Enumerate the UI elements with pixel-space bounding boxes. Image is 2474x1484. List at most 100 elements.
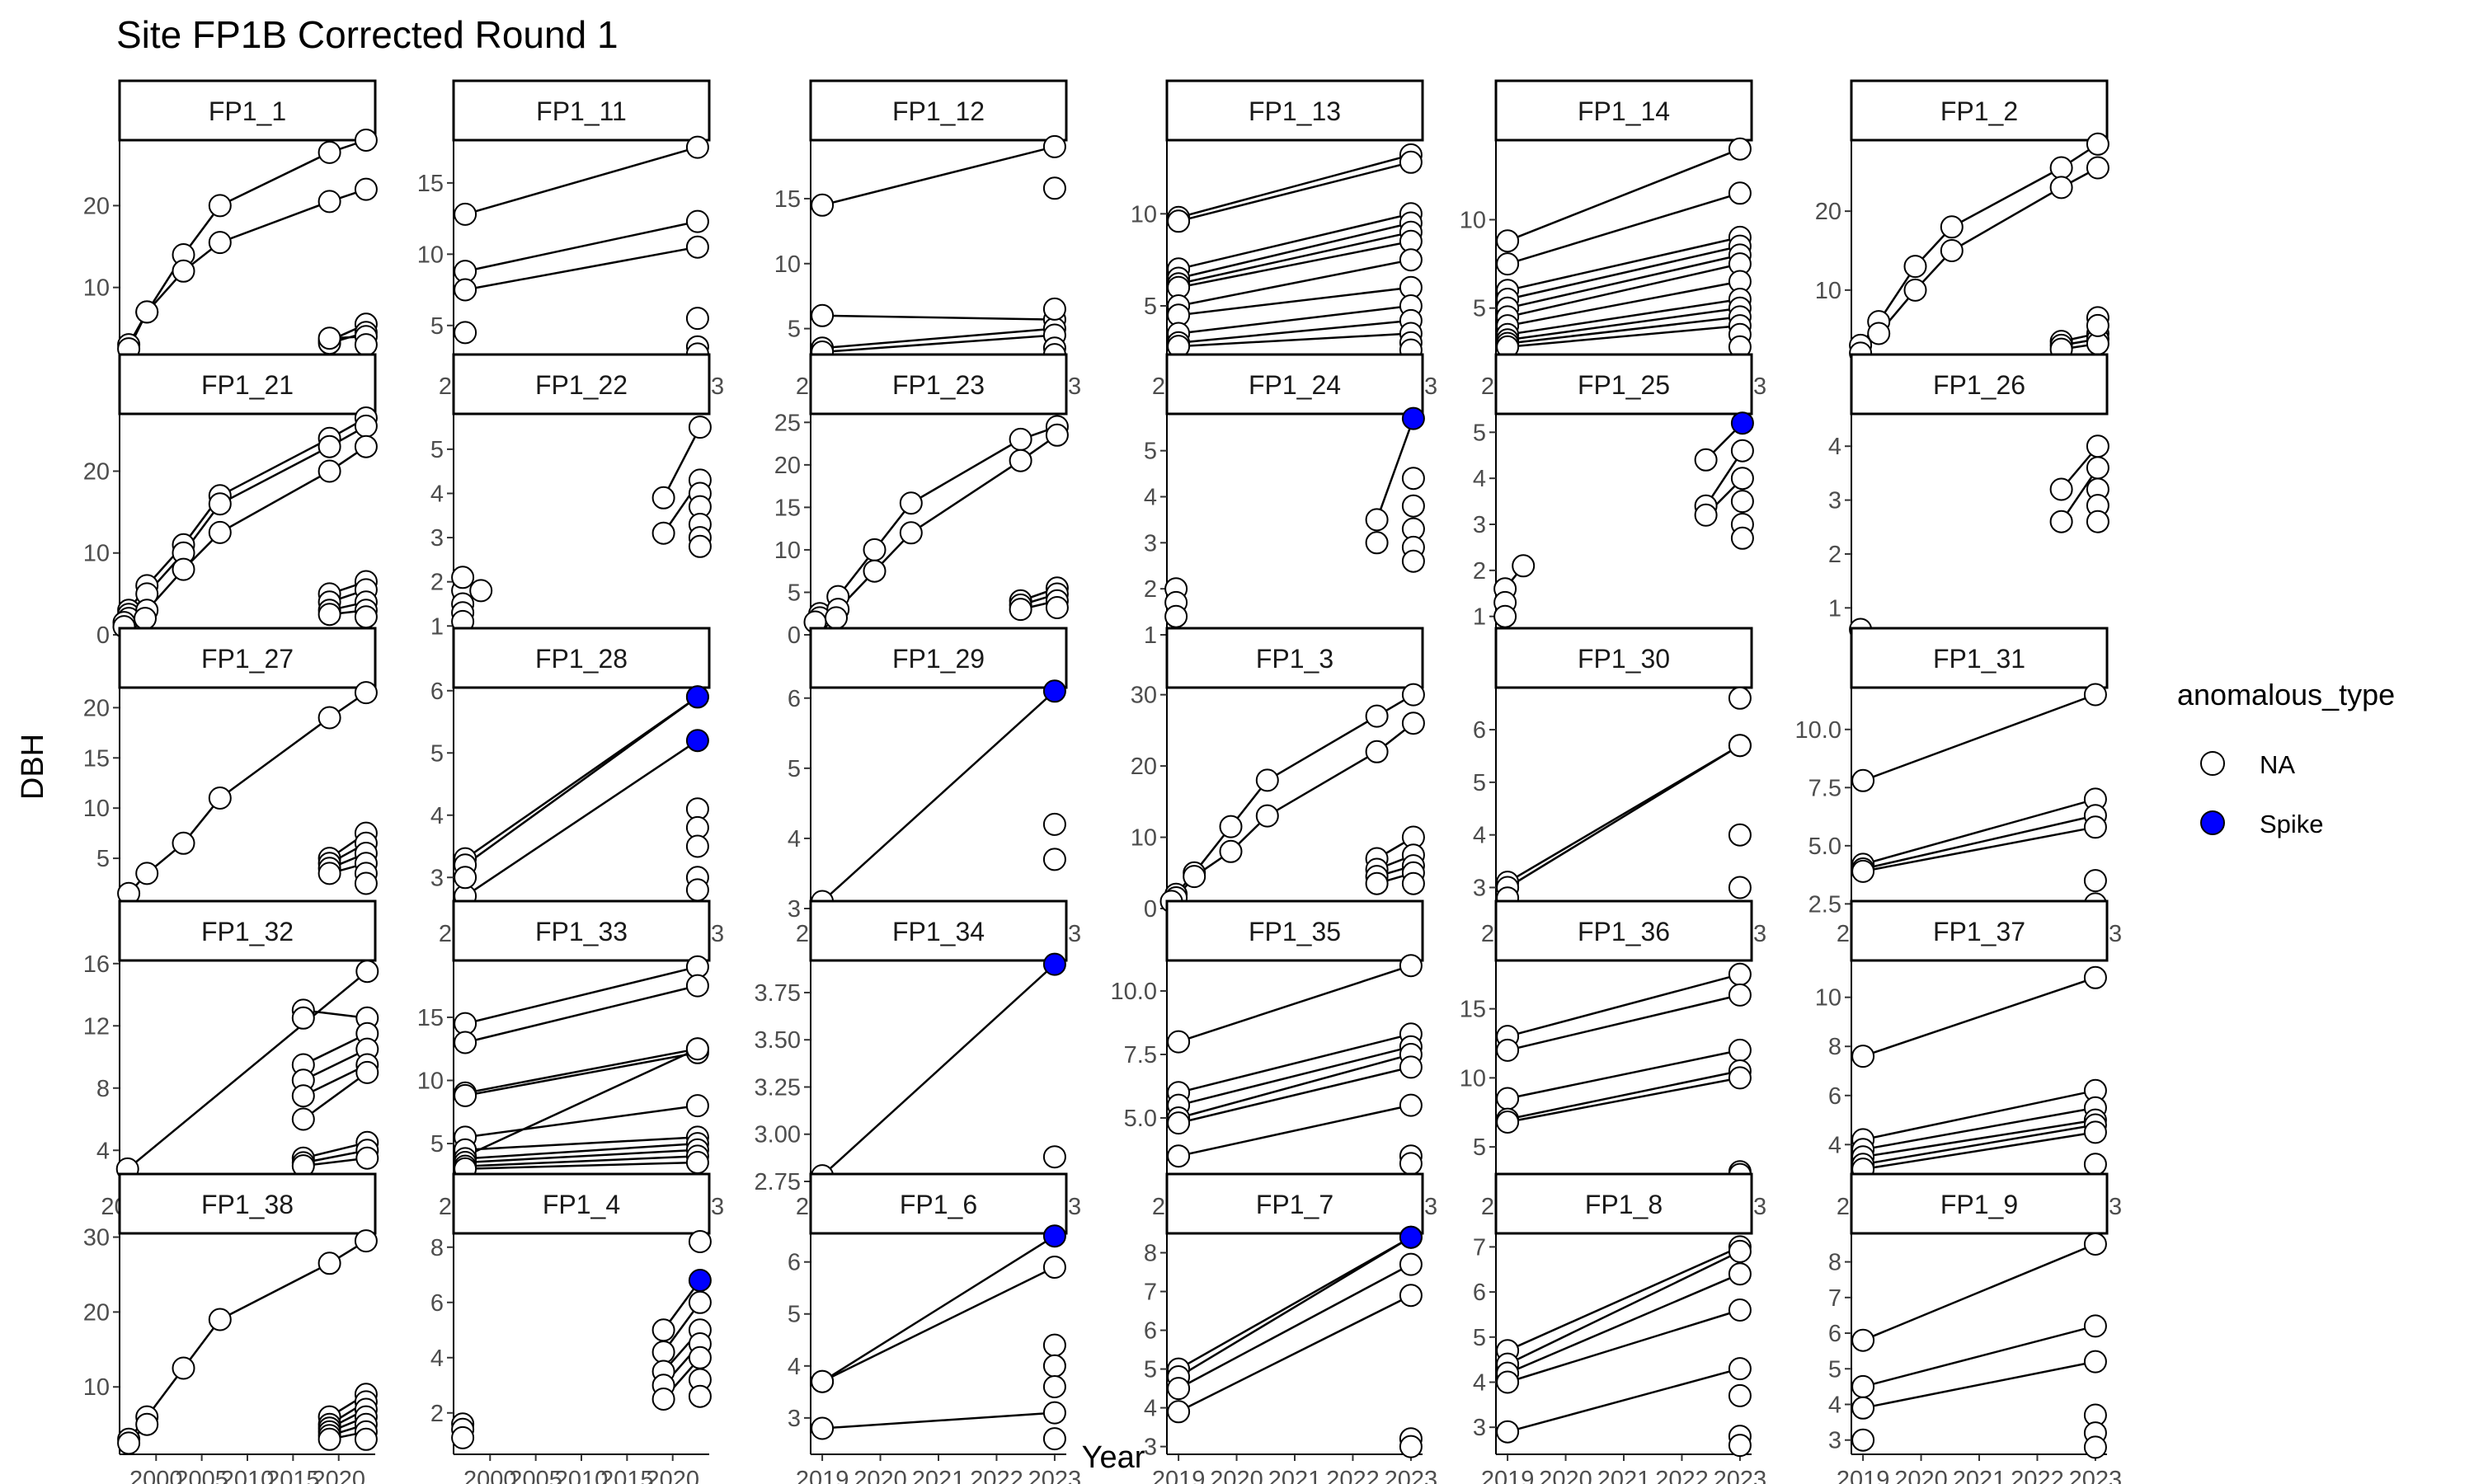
data-point bbox=[134, 607, 157, 631]
facet-strip-label: FP1_9 bbox=[1940, 1190, 2018, 1219]
y-tick-label: 12 bbox=[83, 1013, 110, 1040]
data-point bbox=[1164, 604, 1188, 628]
data-point bbox=[1042, 1354, 1066, 1378]
data-point bbox=[451, 1425, 475, 1449]
data-point bbox=[1399, 150, 1423, 174]
facet-strip bbox=[1494, 899, 1753, 962]
x-tick-label: 2015 bbox=[600, 1467, 654, 1484]
data-point bbox=[1851, 1328, 1875, 1352]
data-point bbox=[688, 416, 712, 439]
series-line bbox=[662, 426, 702, 499]
data-point bbox=[1496, 1370, 1520, 1394]
y-tick-label: 2 bbox=[1144, 576, 1157, 603]
facet-strip-label: FP1_38 bbox=[201, 1190, 294, 1219]
facet-strip-label: FP1_14 bbox=[1578, 96, 1670, 126]
legend-key-spike bbox=[2200, 810, 2225, 835]
data-point bbox=[317, 1427, 341, 1451]
y-tick-label: 3.00 bbox=[755, 1122, 801, 1148]
data-point bbox=[1728, 686, 1752, 710]
data-point bbox=[454, 1031, 477, 1054]
y-tick-label: 5 bbox=[788, 756, 801, 782]
data-point bbox=[1728, 1383, 1752, 1407]
facet-strip bbox=[452, 627, 711, 689]
x-tick-label: 2019 bbox=[1837, 1467, 1890, 1484]
facet-strip bbox=[1850, 899, 2109, 962]
data-point bbox=[1903, 278, 1927, 302]
data-point bbox=[688, 534, 712, 558]
facet-strip-label: FP1_25 bbox=[1578, 370, 1670, 400]
x-tick-label: 2021 bbox=[1597, 1467, 1651, 1484]
series-line bbox=[1862, 1325, 2096, 1388]
y-tick-label: 10.0 bbox=[1795, 717, 1841, 744]
data-point bbox=[2049, 176, 2073, 200]
y-tick-label: 8 bbox=[1144, 1241, 1157, 1267]
data-point bbox=[1730, 526, 1754, 550]
series-line bbox=[1178, 1236, 1412, 1378]
facet-strip-label: FP1_35 bbox=[1249, 917, 1341, 946]
data-point bbox=[135, 1412, 159, 1436]
x-tick-label: 2020 bbox=[1210, 1467, 1263, 1484]
facet-strip bbox=[1165, 79, 1424, 142]
y-tick-label: 4 bbox=[96, 1138, 110, 1164]
y-tick-label: 3.25 bbox=[755, 1074, 801, 1101]
y-tick-label: 10 bbox=[83, 275, 110, 302]
data-point bbox=[2083, 1153, 2107, 1176]
data-point bbox=[1940, 239, 1964, 262]
series-line bbox=[1507, 1077, 1741, 1124]
data-point bbox=[1730, 439, 1754, 463]
data-point bbox=[2049, 156, 2073, 180]
y-tick-label: 10 bbox=[1131, 825, 1157, 852]
facet-strip-label: FP1_11 bbox=[536, 96, 627, 126]
series-line bbox=[1178, 213, 1412, 270]
data-point bbox=[688, 1384, 712, 1408]
data-point bbox=[1940, 215, 1964, 239]
series-line bbox=[1178, 1053, 1412, 1120]
y-tick-label: 16 bbox=[83, 951, 110, 978]
series-line bbox=[1507, 973, 1741, 1038]
x-tick-label: 2000 bbox=[129, 1467, 183, 1484]
x-tick-label: 2019 bbox=[796, 1467, 849, 1484]
y-tick-label: 3 bbox=[1144, 1435, 1157, 1461]
data-point bbox=[291, 1006, 315, 1030]
y-tick-label: 5 bbox=[430, 313, 444, 340]
data-point bbox=[1851, 859, 1875, 883]
facet-strip bbox=[1494, 353, 1753, 416]
data-point bbox=[117, 1431, 141, 1455]
spike-point bbox=[1730, 411, 1754, 435]
data-point bbox=[454, 278, 477, 302]
x-tick-label: 2005 bbox=[509, 1467, 562, 1484]
data-point bbox=[1728, 734, 1752, 758]
data-point bbox=[354, 681, 378, 705]
data-point bbox=[1728, 983, 1752, 1007]
data-point bbox=[1167, 209, 1191, 233]
y-tick-label: 2 bbox=[1473, 558, 1486, 585]
facet-strip-label: FP1_6 bbox=[900, 1190, 977, 1219]
y-tick-label: 20 bbox=[83, 458, 110, 485]
x-tick-label: 2010 bbox=[221, 1467, 275, 1484]
data-point bbox=[685, 834, 709, 858]
data-point bbox=[2083, 1350, 2107, 1374]
y-tick-label: 6 bbox=[788, 1250, 801, 1276]
facet-strip-label: FP1_4 bbox=[543, 1190, 620, 1219]
data-point bbox=[1167, 1030, 1191, 1054]
series-line bbox=[1507, 254, 1741, 309]
series-line bbox=[1507, 1069, 1741, 1120]
facet-strip bbox=[1494, 1172, 1753, 1235]
data-point bbox=[1728, 823, 1752, 847]
series-line bbox=[821, 327, 1056, 350]
facet-strip bbox=[118, 627, 377, 689]
data-point bbox=[172, 557, 195, 581]
legend: anomalous_type NA Spike bbox=[2177, 678, 2395, 838]
data-point bbox=[354, 434, 378, 458]
data-point bbox=[1042, 176, 1066, 200]
y-tick-label: 10.0 bbox=[1111, 979, 1157, 1005]
series-line bbox=[1178, 286, 1412, 317]
y-tick-label: 15 bbox=[774, 495, 801, 521]
y-tick-label: 4 bbox=[1473, 1369, 1486, 1396]
series-line bbox=[821, 690, 1056, 903]
facet-strip-label: FP1_28 bbox=[535, 644, 628, 674]
data-point bbox=[1009, 598, 1032, 622]
data-point bbox=[1730, 490, 1754, 514]
data-point bbox=[1183, 865, 1206, 889]
